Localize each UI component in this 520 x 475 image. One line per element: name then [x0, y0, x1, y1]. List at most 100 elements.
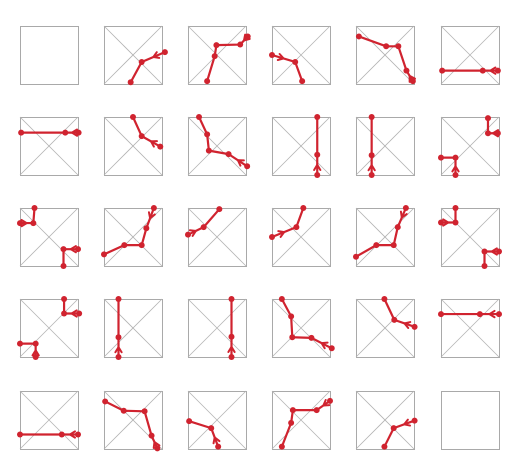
- path-node: [314, 152, 320, 158]
- path-node: [289, 334, 295, 340]
- path-node: [121, 242, 127, 248]
- tile-r4c2: [104, 296, 163, 360]
- path-line: [199, 117, 247, 166]
- path-node: [482, 249, 488, 255]
- tile-r3c1: [17, 205, 81, 269]
- path-node: [18, 130, 24, 136]
- path-node: [453, 205, 459, 211]
- path-node: [245, 33, 251, 39]
- path-node: [61, 296, 67, 302]
- path-node: [17, 432, 23, 438]
- tile-border: [442, 392, 500, 450]
- tile-r5c5: [356, 391, 418, 450]
- path-node: [75, 246, 81, 252]
- path-node: [101, 251, 107, 257]
- path-node: [186, 418, 192, 424]
- path-node: [391, 317, 397, 323]
- path-node: [356, 33, 362, 39]
- path-node: [76, 130, 82, 136]
- path-node: [403, 68, 409, 74]
- path-node: [62, 130, 68, 136]
- path-node: [329, 345, 335, 351]
- path-node: [327, 398, 333, 404]
- tile-r4c5: [356, 296, 418, 358]
- path-node: [143, 225, 149, 231]
- path-node: [300, 205, 306, 211]
- tile-r2c3: [188, 114, 250, 176]
- path-line: [105, 401, 157, 448]
- path-node: [116, 296, 122, 302]
- path-node: [216, 206, 222, 212]
- path-node: [204, 131, 210, 137]
- path-node: [61, 311, 67, 317]
- path-node: [185, 232, 191, 238]
- path-node: [391, 242, 397, 248]
- path-node: [495, 130, 501, 136]
- tile-r1c2: [104, 26, 168, 85]
- path-node: [157, 144, 163, 150]
- path-node: [290, 407, 296, 413]
- path-node: [229, 354, 235, 360]
- path-node: [142, 408, 148, 414]
- path-node: [381, 444, 387, 450]
- path-node: [213, 42, 219, 48]
- path-node: [453, 155, 459, 161]
- path-node: [314, 114, 320, 120]
- tile-r1c1: [21, 27, 79, 85]
- path-node: [485, 130, 491, 136]
- path-node: [206, 148, 212, 154]
- path-node: [439, 68, 445, 74]
- path-node: [438, 311, 444, 317]
- tile-r2c6: [438, 115, 501, 178]
- path-node: [279, 296, 285, 302]
- path-node: [314, 172, 320, 178]
- path-node: [116, 354, 122, 360]
- path-node: [369, 172, 375, 178]
- tile-r4c1: [17, 296, 82, 360]
- tile-r5c1: [17, 391, 81, 450]
- path-node: [477, 311, 483, 317]
- tile-r2c5: [356, 114, 415, 178]
- tile-r1c3: [188, 26, 251, 85]
- path-node: [215, 444, 221, 450]
- path-node: [353, 254, 359, 260]
- path-node: [162, 49, 168, 55]
- path-node: [32, 205, 38, 211]
- tile-r3c5: [353, 205, 415, 267]
- path-node: [61, 263, 67, 269]
- path-node: [480, 68, 486, 74]
- path-node: [292, 59, 298, 65]
- path-node: [308, 335, 314, 341]
- path-node: [269, 234, 275, 240]
- tile-r3c6: [438, 205, 502, 269]
- path-node: [369, 114, 375, 120]
- path-node: [410, 78, 416, 84]
- path-node: [482, 263, 488, 269]
- path-node: [288, 313, 294, 319]
- path-node: [116, 334, 122, 340]
- path-node: [438, 155, 444, 161]
- path-node: [226, 151, 232, 157]
- path-node: [496, 311, 502, 317]
- path-node: [244, 163, 250, 169]
- path-node: [121, 408, 127, 414]
- path-node: [33, 341, 39, 347]
- path-node: [75, 432, 81, 438]
- path-node: [212, 53, 218, 59]
- tile-r2c4: [272, 114, 331, 178]
- tile-r2c2: [104, 114, 163, 176]
- path-node: [139, 133, 145, 139]
- path-node: [496, 249, 502, 255]
- tile-r3c3: [185, 206, 247, 266]
- tile-r5c4: [272, 391, 333, 450]
- tile-r2c1: [18, 117, 81, 176]
- tile-r1c5: [356, 26, 416, 85]
- path-node: [373, 242, 379, 248]
- path-node: [59, 432, 65, 438]
- path-node: [17, 341, 23, 347]
- path-node: [495, 68, 501, 74]
- path-node: [299, 78, 305, 84]
- path-line: [131, 52, 165, 82]
- path-node: [130, 114, 136, 120]
